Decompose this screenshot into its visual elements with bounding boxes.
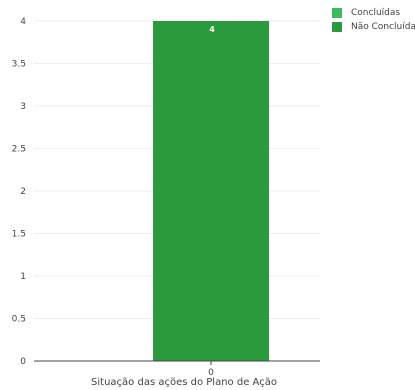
legend-swatch-concluidas bbox=[332, 8, 342, 18]
legend-item-concluidas[interactable]: Concluídas bbox=[332, 6, 415, 20]
legend-swatch-nao-concluidas bbox=[332, 22, 342, 32]
legend-label-nao-concluidas: Não Concluídas bbox=[351, 22, 415, 32]
x-axis-ticks: 0 bbox=[208, 361, 214, 378]
y-tick-label: 4 bbox=[20, 17, 26, 27]
y-tick-label: 0.5 bbox=[12, 315, 26, 325]
legend: Concluídas Não Concluídas bbox=[332, 6, 415, 34]
legend-label-concluidas: Concluídas bbox=[351, 8, 401, 18]
y-tick-label: 3 bbox=[20, 102, 26, 112]
y-tick-label: 2 bbox=[20, 187, 26, 197]
y-tick-label: 3.5 bbox=[12, 60, 26, 70]
y-tick-label: 2.5 bbox=[12, 145, 26, 155]
bars: 4 bbox=[153, 21, 269, 361]
y-axis-ticks: 0 0.5 1 1.5 2 2.5 3 3.5 4 bbox=[12, 17, 27, 367]
x-tick-label: 0 bbox=[208, 368, 214, 378]
y-tick-label: 1.5 bbox=[12, 230, 26, 240]
y-tick-label: 1 bbox=[20, 272, 26, 282]
bar-n-o-conclu-das[interactable] bbox=[153, 21, 269, 361]
y-tick-label: 0 bbox=[20, 357, 26, 367]
bar-data-label: 4 bbox=[209, 25, 215, 34]
x-axis-title: Situação das ações do Plano de Ação bbox=[91, 377, 277, 388]
legend-item-nao-concluidas[interactable]: Não Concluídas bbox=[332, 20, 415, 34]
